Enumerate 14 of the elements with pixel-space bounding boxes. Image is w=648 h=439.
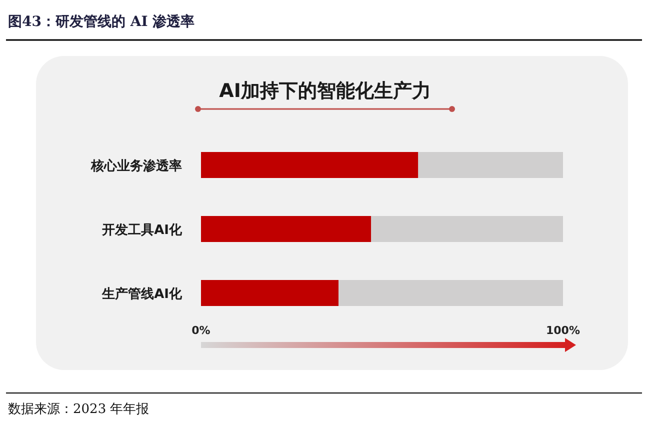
y-tick-label: 核心业务渗透率 — [90, 158, 182, 174]
bar — [201, 280, 339, 306]
chart-subtitle: AI加持下的智能化生产力 — [219, 80, 431, 102]
chart-title: 图43：研发管线的 AI 渗透率 — [8, 13, 195, 30]
x-tick-label: 0% — [192, 324, 210, 337]
y-tick-label: 生产管线AI化 — [101, 286, 183, 302]
bar — [201, 216, 372, 242]
bar — [201, 152, 418, 178]
bar — [338, 280, 563, 306]
y-tick-label: 开发工具AI化 — [101, 223, 183, 238]
bar — [371, 216, 563, 242]
x-tick-label: 100% — [546, 324, 580, 337]
bar — [418, 152, 563, 178]
source-note: 数据来源：2023 年年报 — [8, 402, 150, 417]
